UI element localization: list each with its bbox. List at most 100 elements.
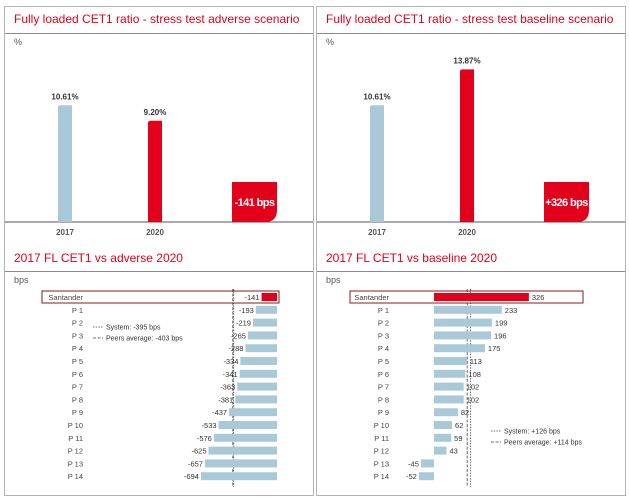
subtitle-rule <box>317 271 625 272</box>
category-label: P 1 <box>72 306 83 315</box>
subtitle-rule <box>5 271 313 272</box>
hbar-p-1 <box>434 306 502 314</box>
value-label: 43 <box>450 447 458 456</box>
bar-value-label: 10.61% <box>51 92 78 101</box>
value-label: 102 <box>467 395 480 404</box>
hbar-p-14 <box>419 472 434 480</box>
hbar-p-12 <box>209 447 278 455</box>
category-label: Santander <box>354 293 389 302</box>
hbar-p-6 <box>240 370 277 378</box>
hbar-p-3 <box>248 331 277 339</box>
hbar-p-13 <box>421 459 434 467</box>
bar-value-label: 13.87% <box>453 56 480 65</box>
hbar-p-1 <box>256 306 277 314</box>
bar-value-label: 10.61% <box>363 92 390 101</box>
value-label: 62 <box>455 421 463 430</box>
legend-label: Peers average: +114 bps <box>504 440 582 447</box>
adverse-panel: Fully loaded CET1 ratio - stress test ad… <box>4 6 314 496</box>
category-label: P 8 <box>72 395 83 404</box>
value-label: 59 <box>454 434 462 443</box>
value-label: 175 <box>488 344 501 353</box>
value-label: 82 <box>461 408 469 417</box>
legend-label: System: +126 bps <box>504 429 561 436</box>
baseline-comparison-unit: bps <box>326 275 341 285</box>
adverse-comparison-unit: bps <box>14 275 29 285</box>
baseline-ratio-unit: % <box>326 37 334 47</box>
value-label: 233 <box>505 306 518 315</box>
category-label: P 5 <box>378 357 389 366</box>
title-rule <box>317 33 625 34</box>
x-tick-label: 2017 <box>56 228 74 237</box>
hbar-p-3 <box>434 331 491 339</box>
category-label: P 6 <box>378 370 389 379</box>
category-label: P 13 <box>68 459 83 468</box>
adverse-ratio-unit: % <box>14 37 22 47</box>
hbar-p-5 <box>434 357 467 365</box>
hbar-p-7 <box>434 383 464 391</box>
value-label: -576 <box>197 434 212 443</box>
value-label: -141 <box>245 293 260 302</box>
value-label: 113 <box>470 357 482 366</box>
value-label: -288 <box>228 344 243 353</box>
bar-2017 <box>370 105 384 222</box>
category-label: P 3 <box>378 331 389 340</box>
adverse-comparison-chart: Santander -141 P 1 -193 P 2 -219 P 3 -265 P 4 -28… <box>5 287 313 492</box>
category-label: P 8 <box>378 395 389 404</box>
hbar-p-9 <box>229 408 277 416</box>
hbar-p-2 <box>434 319 492 327</box>
baseline-ratio-title: Fully loaded CET1 ratio - stress test ba… <box>326 12 613 26</box>
value-label: -657 <box>188 459 203 468</box>
category-label: P 5 <box>72 357 83 366</box>
category-label: P 9 <box>72 408 83 417</box>
value-label: -219 <box>236 319 251 328</box>
value-label: 326 <box>532 293 545 302</box>
category-label: P 4 <box>378 344 389 353</box>
hbar-p-2 <box>253 319 277 327</box>
bar-value-label: 9.20% <box>144 108 167 117</box>
baseline-comparison-title: 2017 FL CET1 vs baseline 2020 <box>326 251 497 265</box>
category-label: P 10 <box>374 421 389 430</box>
value-label: -334 <box>223 357 238 366</box>
value-label: -193 <box>239 306 254 315</box>
hbar-p-4 <box>245 344 277 352</box>
title-rule <box>5 33 313 34</box>
category-label: P 4 <box>72 344 83 353</box>
x-tick-label: 2020 <box>146 228 164 237</box>
adverse-ratio-title: Fully loaded CET1 ratio - stress test ad… <box>14 12 299 26</box>
hbar-p-10 <box>219 421 277 429</box>
category-label: Santander <box>48 293 83 302</box>
category-label: P 10 <box>68 421 83 430</box>
hbar-p-6 <box>434 370 465 378</box>
hbar-p-10 <box>434 421 452 429</box>
hbar-p-12 <box>434 447 447 455</box>
hbar-p-8 <box>235 395 277 403</box>
category-label: P 2 <box>378 319 389 328</box>
hbar-p-8 <box>434 395 464 403</box>
bar-2020 <box>148 121 162 222</box>
bar-2017 <box>58 105 72 222</box>
baseline-ratio-chart: 10.61% 2017 13.87% 2020 +326 bps <box>317 47 625 243</box>
category-label: P 7 <box>72 383 83 392</box>
category-label: P 14 <box>68 472 83 481</box>
value-label: -52 <box>406 472 417 481</box>
value-label: 102 <box>467 383 480 392</box>
value-label: -381 <box>218 395 233 404</box>
x-tick-label: 2020 <box>458 228 476 237</box>
value-label: -694 <box>184 472 199 481</box>
change-badge-label: -141 bps <box>235 197 275 209</box>
value-label: -533 <box>202 421 217 430</box>
hbar-p-9 <box>434 408 458 416</box>
x-tick-label: 2017 <box>368 228 386 237</box>
hbar-p-5 <box>240 357 277 365</box>
value-label: -341 <box>223 370 238 379</box>
category-label: P 9 <box>378 408 389 417</box>
legend-label: Peers average: -403 bps <box>106 336 183 343</box>
change-badge-label: +326 bps <box>545 197 588 209</box>
category-label: P 7 <box>378 383 389 392</box>
hbar-p-4 <box>434 344 485 352</box>
adverse-comparison-title: 2017 FL CET1 vs adverse 2020 <box>14 251 183 265</box>
category-label: P 3 <box>72 331 83 340</box>
value-label: 108 <box>468 370 481 379</box>
baseline-panel: Fully loaded CET1 ratio - stress test ba… <box>316 6 626 496</box>
hbar-p-11 <box>434 434 451 442</box>
